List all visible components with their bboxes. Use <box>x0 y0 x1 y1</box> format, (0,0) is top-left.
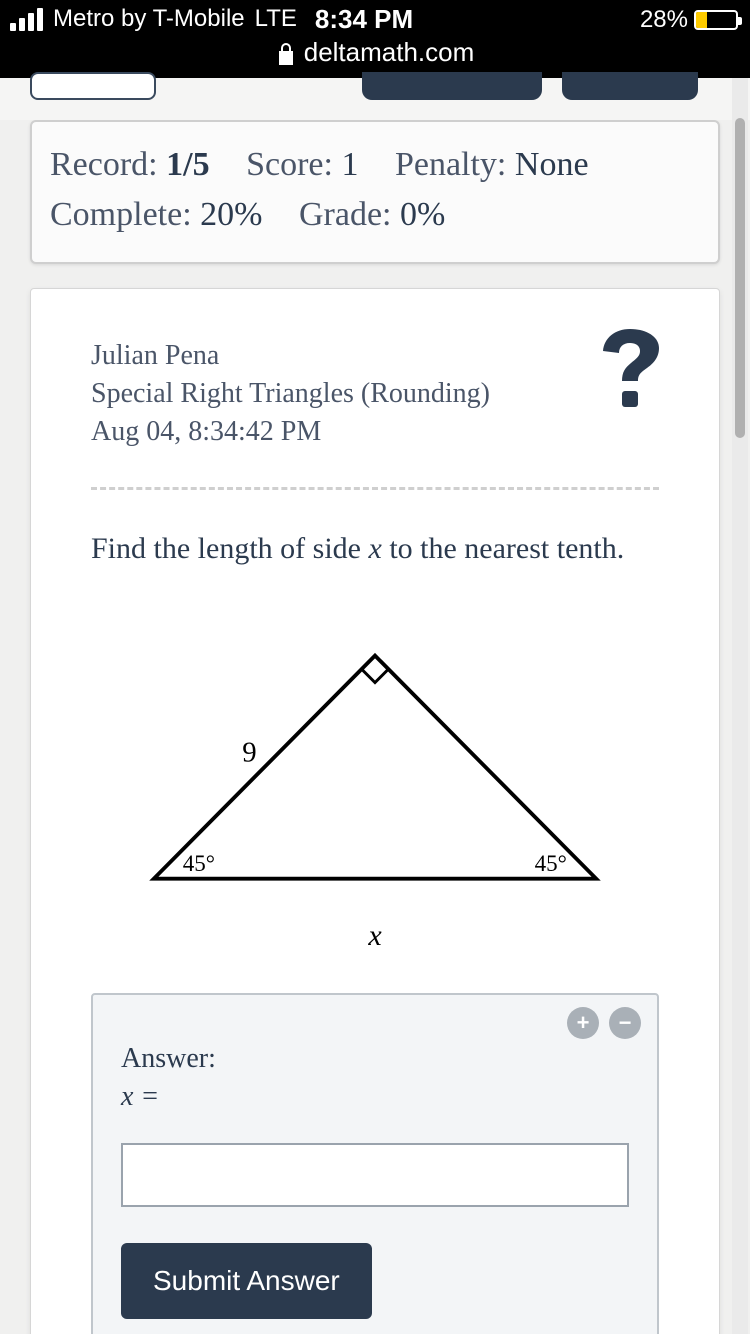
topic-name: Special Right Triangles (Rounding) <box>91 375 659 413</box>
stats-card: Record: 1/5 Score: 1 Penalty: None Compl… <box>30 120 720 264</box>
answer-input[interactable] <box>121 1143 629 1207</box>
grade-label: Grade: <box>299 196 392 233</box>
complete-value: 20% <box>200 196 262 233</box>
triangle-diagram: 9 45° 45° x <box>91 646 659 953</box>
left-angle-label: 45° <box>183 850 215 876</box>
score-value: 1 <box>341 146 358 183</box>
right-angle-label: 45° <box>535 850 567 876</box>
problem-card: Julian Pena Special Right Triangles (Rou… <box>30 288 720 1334</box>
url-text: deltamath.com <box>304 37 475 67</box>
nav-button-a[interactable] <box>362 72 542 100</box>
base-label: x <box>91 919 659 953</box>
ios-status-bar: Metro by T-Mobile LTE 8:34 PM 28% deltam… <box>0 0 750 78</box>
battery-percent: 28% <box>640 6 688 34</box>
help-icon[interactable] <box>601 329 659 416</box>
answer-label: Answer: <box>121 1043 629 1075</box>
penalty-value: None <box>515 146 589 183</box>
lock-icon <box>276 38 296 66</box>
nav-strip <box>0 78 750 120</box>
nav-box-left[interactable] <box>30 72 156 100</box>
answer-panel: + − Answer: x = Submit Answer <box>91 993 659 1334</box>
signal-bars-icon <box>10 8 43 31</box>
complete-label: Complete: <box>50 196 192 233</box>
carrier-label: Metro by T-Mobile <box>53 5 245 33</box>
record-value: 1/5 <box>166 146 209 183</box>
network-label: LTE <box>255 5 297 33</box>
submit-answer-button[interactable]: Submit Answer <box>121 1243 372 1319</box>
grade-value: 0% <box>400 196 445 233</box>
plus-button[interactable]: + <box>567 1007 599 1039</box>
divider <box>91 487 659 490</box>
nav-button-b[interactable] <box>562 72 698 100</box>
student-info: Julian Pena Special Right Triangles (Rou… <box>91 337 659 451</box>
problem-timestamp: Aug 04, 8:34:42 PM <box>91 413 659 451</box>
student-name: Julian Pena <box>91 337 659 375</box>
answer-var-eq: x = <box>121 1081 629 1113</box>
battery-icon <box>694 10 738 30</box>
leg-label: 9 <box>242 736 256 768</box>
minus-button[interactable]: − <box>609 1007 641 1039</box>
score-label: Score: <box>246 146 333 183</box>
status-time: 8:34 PM <box>315 4 413 35</box>
question-text: Find the length of side x to the nearest… <box>91 532 659 566</box>
record-label: Record: <box>50 146 158 183</box>
page-scrollbar-track[interactable] <box>732 78 748 1334</box>
page-scrollbar-thumb[interactable] <box>735 118 745 438</box>
penalty-label: Penalty: <box>395 146 506 183</box>
